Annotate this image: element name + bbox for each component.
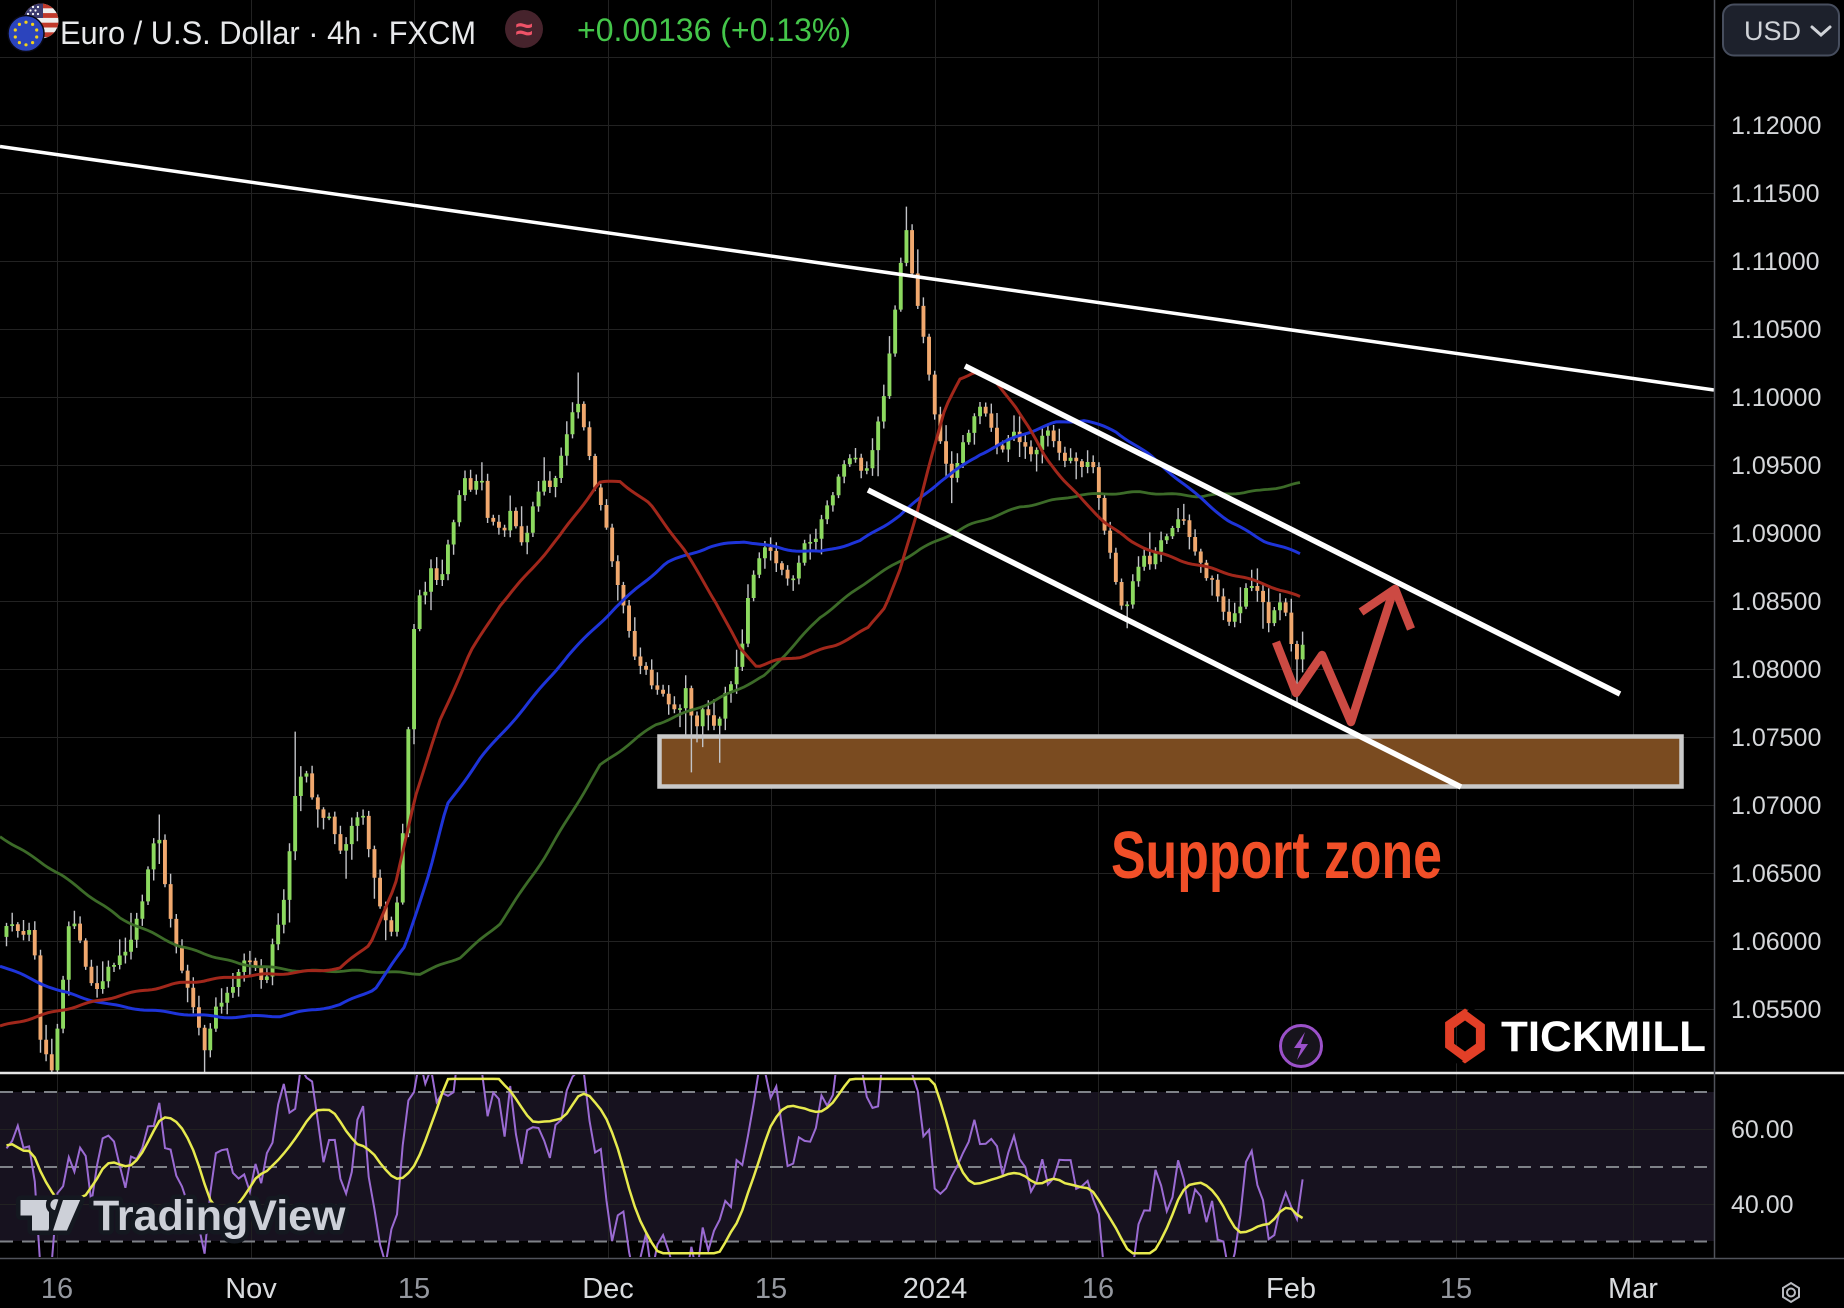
svg-text:TradingView: TradingView [93,1192,346,1240]
svg-text:1.06000: 1.06000 [1731,928,1821,956]
svg-text:+0.00136 (+0.13%): +0.00136 (+0.13%) [577,12,851,48]
svg-text:Euro / U.S. Dollar · 4h · FXCM: Euro / U.S. Dollar · 4h · FXCM [60,15,476,51]
svg-text:1.11000: 1.11000 [1731,248,1820,276]
svg-text:15: 15 [1440,1273,1472,1305]
svg-text:1.07500: 1.07500 [1731,724,1821,752]
svg-text:2024: 2024 [903,1273,968,1305]
svg-text:Nov: Nov [225,1273,277,1305]
svg-text:Mar: Mar [1608,1273,1658,1305]
svg-text:60.00: 60.00 [1731,1116,1794,1144]
svg-text:TICKMILL: TICKMILL [1501,1013,1706,1061]
svg-text:1.08500: 1.08500 [1731,588,1821,616]
svg-text:USD: USD [1744,16,1801,46]
svg-text:≈: ≈ [515,12,532,47]
svg-text:1.08000: 1.08000 [1731,656,1821,684]
svg-text:15: 15 [398,1273,430,1305]
svg-text:16: 16 [41,1273,73,1305]
svg-text:1.07000: 1.07000 [1731,792,1821,820]
svg-text:Support zone: Support zone [1111,818,1442,893]
svg-text:16: 16 [1082,1273,1114,1305]
svg-text:1.10500: 1.10500 [1731,316,1821,344]
svg-text:Feb: Feb [1266,1273,1316,1305]
svg-text:1.11500: 1.11500 [1731,180,1820,208]
svg-text:1.10000: 1.10000 [1731,384,1821,412]
svg-text:15: 15 [755,1273,787,1305]
svg-text:1.05500: 1.05500 [1731,996,1821,1024]
svg-text:1.06500: 1.06500 [1731,860,1821,888]
svg-text:Dec: Dec [582,1273,634,1305]
svg-text:40.00: 40.00 [1731,1191,1794,1219]
svg-text:1.12000: 1.12000 [1731,112,1821,140]
svg-text:1.09000: 1.09000 [1731,520,1821,548]
svg-text:1.09500: 1.09500 [1731,452,1821,480]
